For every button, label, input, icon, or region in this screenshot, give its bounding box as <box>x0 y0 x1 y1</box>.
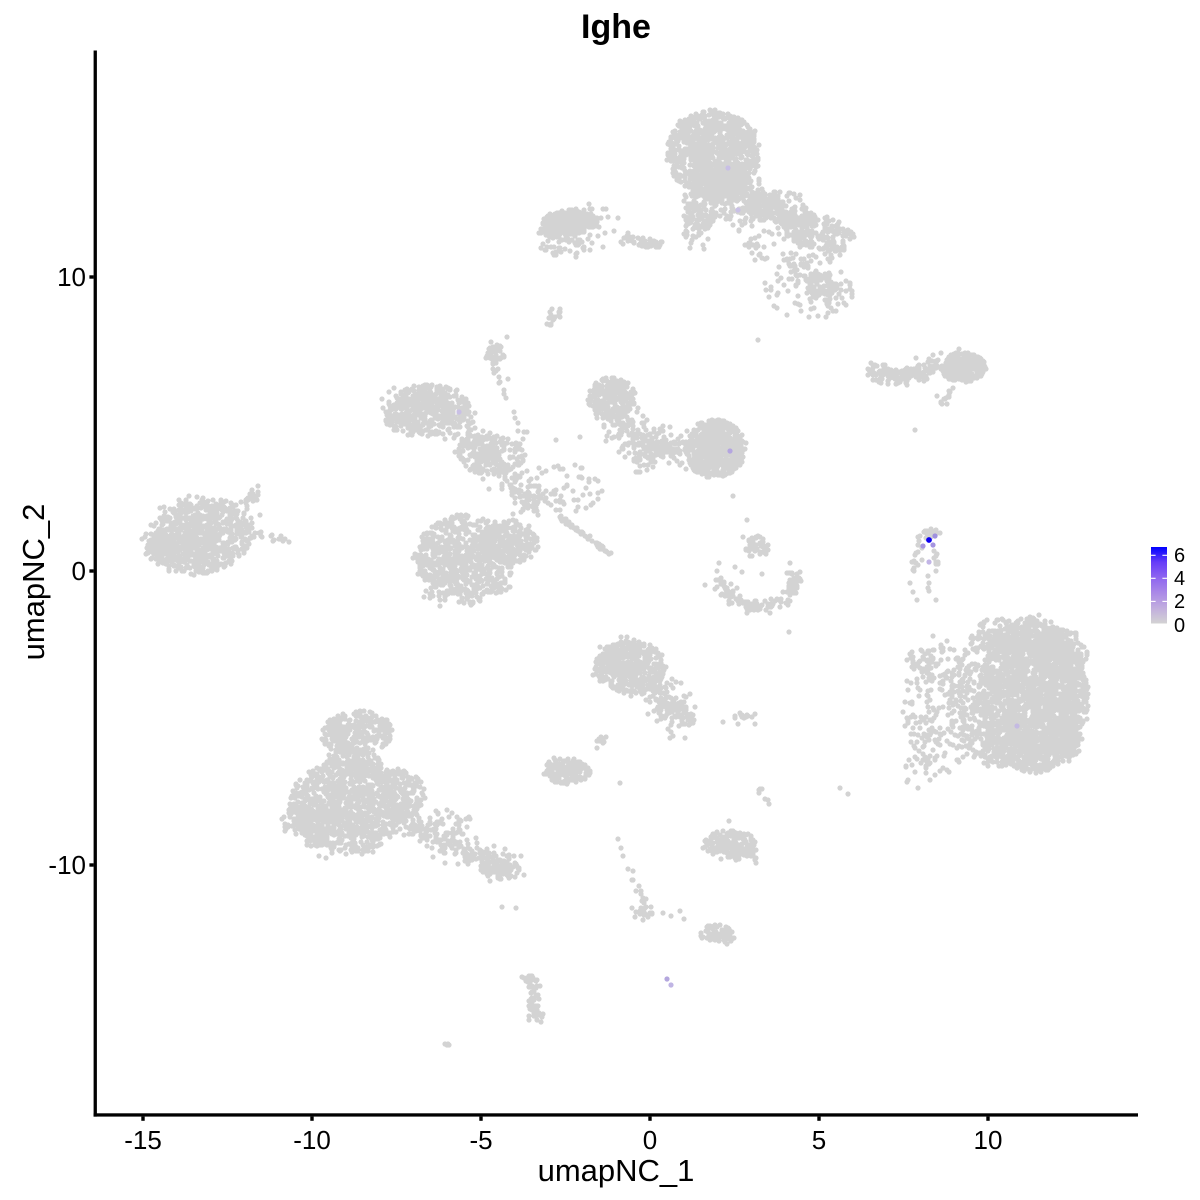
svg-text:0: 0 <box>72 556 86 586</box>
svg-text:10: 10 <box>974 1125 1003 1155</box>
svg-text:Ighe: Ighe <box>581 8 651 46</box>
svg-text:-10: -10 <box>48 850 86 880</box>
svg-text:4: 4 <box>1174 568 1185 590</box>
svg-text:0: 0 <box>1174 615 1185 637</box>
svg-text:-5: -5 <box>469 1125 492 1155</box>
svg-text:10: 10 <box>57 262 86 292</box>
svg-text:0: 0 <box>643 1125 657 1155</box>
svg-text:-15: -15 <box>124 1125 162 1155</box>
svg-text:umapNC_2: umapNC_2 <box>16 504 51 661</box>
svg-text:5: 5 <box>812 1125 826 1155</box>
svg-text:6: 6 <box>1174 545 1185 567</box>
svg-text:umapNC_1: umapNC_1 <box>538 1153 695 1188</box>
svg-text:2: 2 <box>1174 591 1185 613</box>
svg-text:-10: -10 <box>293 1125 331 1155</box>
